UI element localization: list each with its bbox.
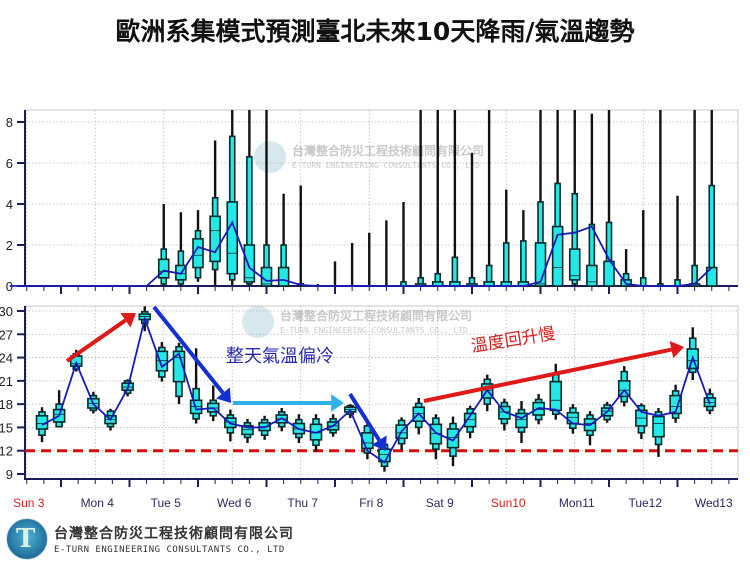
watermark-logo-icon	[242, 306, 274, 338]
footer-company-cn: 台灣整合防災工程技術顧問有限公司	[54, 526, 294, 542]
day-label: Tue 5	[151, 496, 182, 510]
arrow-drop-blue	[348, 392, 387, 451]
day-label: Thu 7	[287, 496, 318, 510]
y-tick-label: 2	[6, 238, 13, 253]
footer-company: T 台灣整合防災工程技術顧問有限公司 E-TURN ENGINEERING CO…	[6, 518, 294, 560]
box-inner	[566, 411, 580, 425]
precip-chart: 0 2 4 6 8	[6, 109, 739, 294]
arrow-warming-red	[65, 313, 136, 363]
arrow-head	[331, 394, 344, 412]
mean-line	[41, 315, 711, 464]
day-label: Fri 8	[359, 496, 383, 510]
precip-chart-frame	[24, 109, 739, 287]
box-inner	[243, 244, 256, 283]
arrow-head	[371, 435, 387, 451]
box-inner	[586, 264, 598, 287]
box-inner	[172, 350, 186, 383]
watermark-company-en: E-TURN ENGINEERING CONSULTANTS CO., LTD	[280, 326, 468, 335]
day-label: Mon11	[559, 496, 595, 510]
box-inner	[669, 394, 682, 415]
y-tick-label: 21	[0, 374, 13, 389]
box-inner	[534, 242, 547, 287]
box-outer	[502, 242, 510, 287]
mean-line	[9, 220, 713, 287]
day-label: Sun10	[491, 496, 526, 510]
box-inner	[209, 215, 221, 263]
box-inner	[361, 432, 374, 450]
box-inner	[157, 258, 170, 279]
watermark-company-cn: 台灣整合防災工程技術顧問有限公司	[292, 143, 484, 158]
y-tick-label: 4	[6, 197, 13, 212]
y-tick-label: 8	[6, 115, 13, 130]
watermark: 台灣整合防災工程技術顧問有限公司 E-TURN ENGINEERING CONSU…	[242, 306, 472, 338]
box-inner	[551, 225, 564, 287]
arrow-shaft	[423, 347, 672, 403]
y-tick-label: 12	[0, 444, 13, 459]
day-label: Mon 4	[81, 496, 115, 510]
box-inner	[260, 266, 273, 287]
watermark-company-cn: 台灣整合防災工程技術顧問有限公司	[280, 308, 472, 323]
day-label: Wed 6	[217, 496, 252, 510]
y-tick-label: 24	[0, 351, 13, 366]
day-label: Sun 3	[13, 496, 45, 510]
arrow-head	[216, 387, 231, 403]
y-tick-label: 0	[6, 279, 13, 294]
box-inner	[549, 380, 563, 412]
day-label: Tue12	[628, 496, 662, 510]
y-tick-label: 27	[0, 327, 13, 342]
footer-company-en: E-TURN ENGINEERING CONSULTANTS CO., LTD	[54, 545, 285, 555]
company-logo-icon: T	[6, 518, 48, 560]
arrow-cold-flat-cyan	[233, 394, 344, 412]
annotation-cold: 整天氣溫偏冷	[226, 346, 334, 367]
arrow-shaft	[152, 305, 225, 395]
box-inner	[617, 380, 631, 398]
arrow-head	[120, 313, 136, 328]
watermark-logo-icon	[254, 141, 286, 173]
y-tick-label: 6	[6, 156, 13, 171]
box-outer	[639, 276, 647, 287]
box-series	[9, 110, 718, 287]
y-tick-label: 9	[6, 467, 13, 482]
box-outer	[246, 156, 253, 285]
day-label: Sat 9	[426, 496, 454, 510]
watermark-company-en: E-TURN ENGINEERING CONSULTANTS CO., LTD	[292, 161, 480, 170]
watermark: 台灣整合防災工程技術顧問有限公司 E-TURN ENGINEERING CONSU…	[254, 141, 484, 173]
arrow-shaft	[348, 392, 381, 442]
box-inner	[515, 412, 528, 429]
box-inner	[568, 248, 581, 281]
box-series	[35, 306, 717, 472]
y-tick-label: 18	[0, 397, 13, 412]
box-outer	[571, 192, 579, 285]
y-tick-label: 15	[0, 420, 13, 435]
arrow-cooling-blue	[152, 305, 231, 403]
page-title: 歐洲系集模式預測臺北未來10天降雨/氣溫趨勢	[115, 17, 635, 46]
day-label: Wed13	[695, 496, 733, 510]
box-inner	[226, 201, 239, 275]
arrow-head	[669, 340, 684, 359]
y-tick-label: 30	[0, 304, 13, 319]
box-inner	[652, 415, 665, 438]
arrow-shaft	[65, 318, 127, 363]
arrow-slow-warming-red	[423, 340, 684, 403]
box-outer	[520, 240, 527, 287]
box-inner	[277, 266, 290, 287]
